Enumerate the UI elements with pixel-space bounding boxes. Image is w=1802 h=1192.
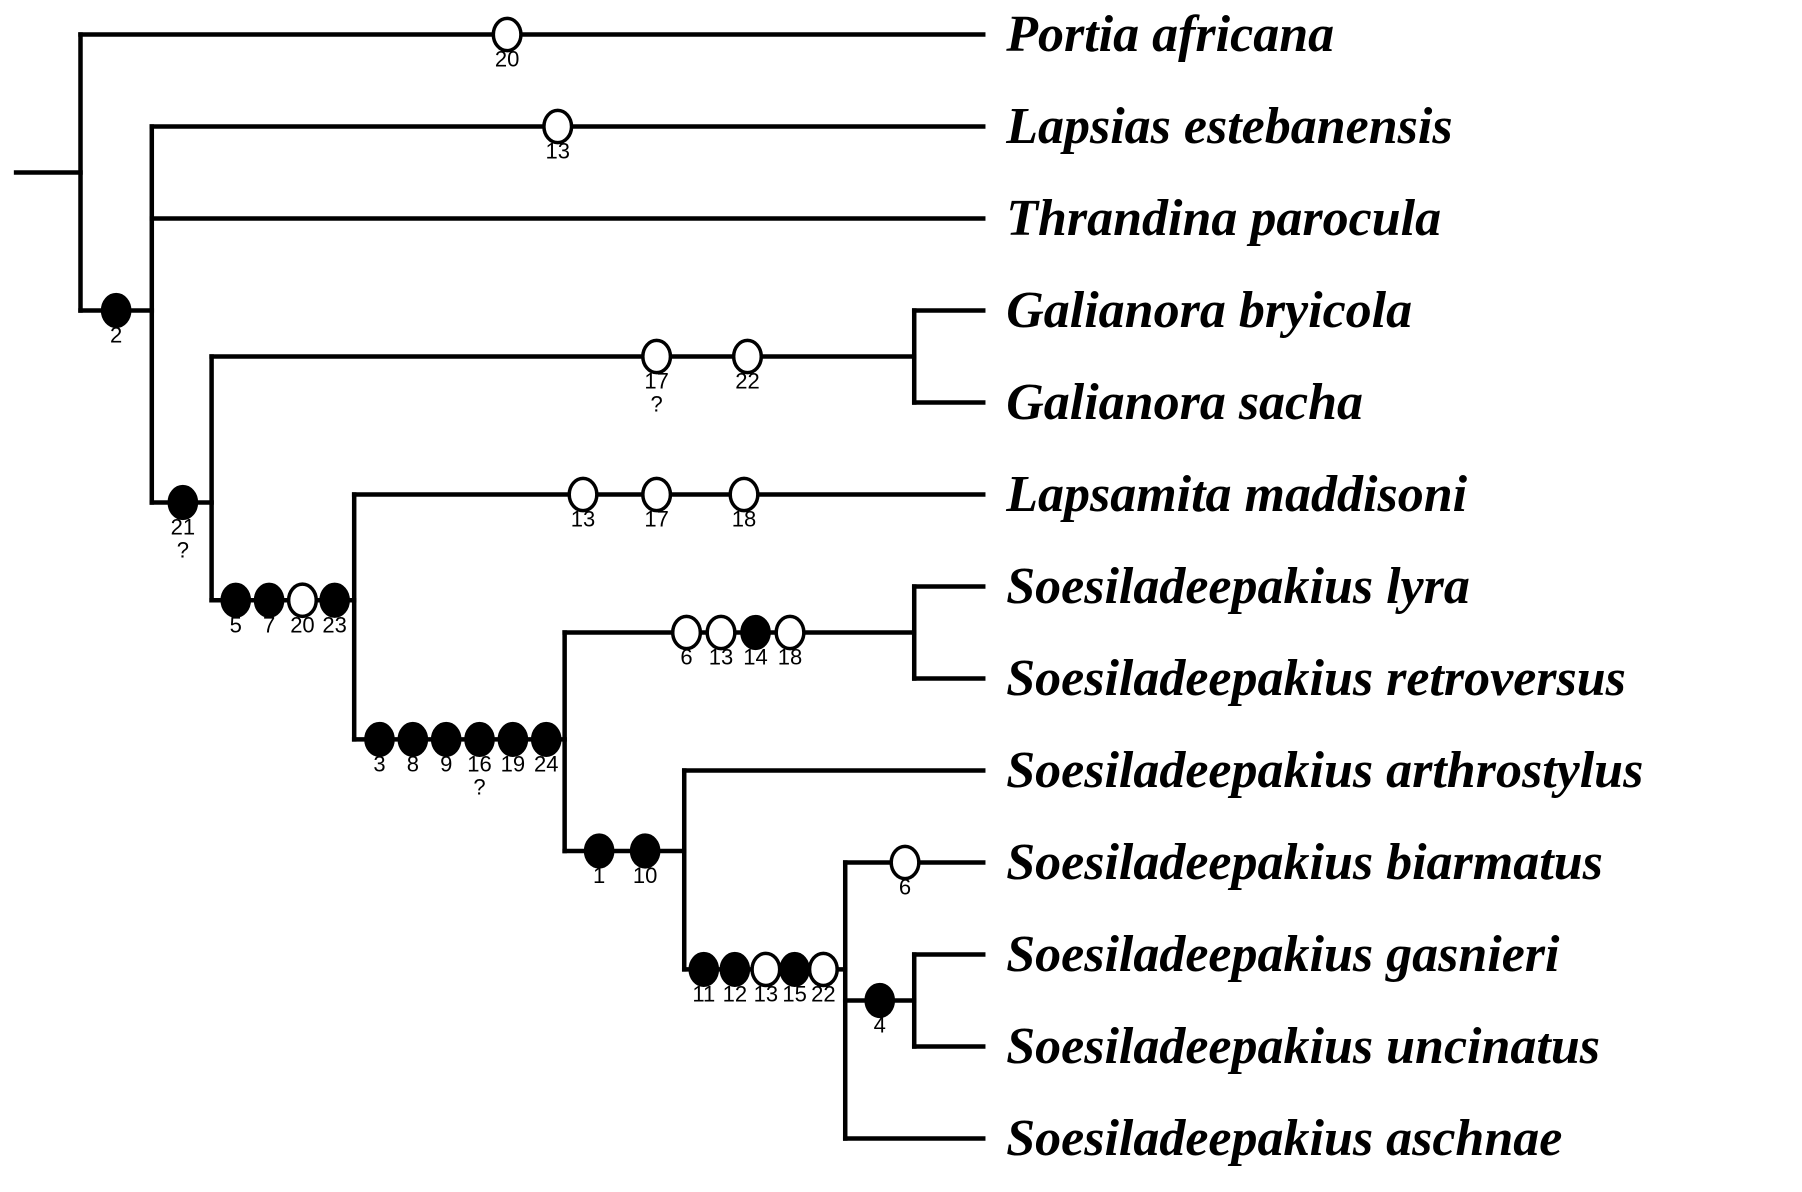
character-number-label: 6 (680, 645, 692, 670)
open-character-marker (567, 476, 599, 513)
uncertain-marker-label: ? (177, 538, 189, 563)
filled-character-marker (530, 721, 562, 758)
character-number-label: 1 (593, 863, 605, 888)
open-character-marker (491, 16, 523, 53)
character-number-label: 15 (782, 982, 806, 1007)
character-number-label: 4 (874, 1013, 886, 1038)
character-number-label: 18 (778, 645, 802, 670)
character-number-label: 8 (407, 752, 419, 777)
taxon-label-lapsamita-maddisoni: Lapsamita maddisoni (1005, 466, 1467, 523)
taxon-labels: Portia africana Lapsias estebanensis Thran… (1005, 6, 1643, 1167)
open-character-marker (889, 844, 921, 881)
taxon-label-lapsias-estebanensis: Lapsias estebanensis (1005, 98, 1452, 155)
character-number-label: 16 (467, 752, 491, 777)
character-number-label: 13 (754, 982, 778, 1007)
taxon-label-soesiladeepakius-retroversus: Soesiladeepakius retroversus (1006, 650, 1626, 707)
filled-character-marker (319, 582, 350, 618)
character-number-label: 3 (373, 752, 385, 777)
filled-character-marker (688, 951, 720, 988)
filled-character-marker (629, 833, 661, 869)
taxon-label-portia-africana: Portia africana (1005, 6, 1334, 63)
open-character-marker (728, 476, 760, 513)
filled-character-marker (397, 721, 429, 758)
uncertain-marker-label: ? (651, 392, 663, 417)
character-number-label: 12 (723, 982, 747, 1007)
uncertain-marker-label: ? (473, 775, 485, 800)
filled-character-marker (583, 833, 615, 869)
open-character-marker (731, 338, 764, 375)
character-number-label: 23 (322, 612, 346, 637)
character-number-label: 7 (263, 612, 275, 637)
open-character-marker (641, 338, 673, 375)
character-number-label: 20 (495, 47, 519, 72)
filled-character-marker (464, 721, 495, 758)
taxon-label-soesiladeepakius-gasnieri: Soesiladeepakius gasnieri (1006, 926, 1560, 983)
character-number-label: 9 (440, 752, 452, 777)
character-number-label: 6 (899, 875, 911, 900)
character-number-label: 21 (171, 515, 195, 540)
filled-character-marker (719, 951, 751, 988)
filled-character-marker (430, 721, 462, 758)
character-number-label: 5 (230, 612, 242, 637)
character-number-label: 14 (743, 645, 767, 670)
character-number-label: 20 (290, 612, 314, 637)
character-number-label: 18 (732, 507, 756, 532)
character-number-label: 19 (501, 752, 525, 777)
open-character-marker (542, 108, 574, 145)
character-number-label: 24 (534, 752, 558, 777)
filled-character-marker (100, 292, 132, 329)
open-character-marker (670, 614, 703, 651)
character-number-label: 22 (735, 369, 759, 394)
filled-character-marker (220, 582, 252, 618)
filled-character-marker (864, 982, 896, 1019)
taxon-label-soesiladeepakius-uncinatus: Soesiladeepakius uncinatus (1006, 1018, 1600, 1075)
open-character-marker (286, 582, 318, 619)
open-character-marker (705, 614, 737, 651)
taxon-label-soesiladeepakius-arthrostylus: Soesiladeepakius arthrostylus (1006, 742, 1643, 799)
taxon-label-galianora-bryicola: Galianora bryicola (1006, 282, 1412, 339)
character-number-label: 10 (633, 863, 657, 888)
character-number-label: 22 (811, 982, 835, 1007)
character-number-label: 17 (644, 507, 668, 532)
filled-character-marker (253, 582, 285, 618)
taxon-label-thrandina-parocula: Thrandina parocula (1006, 190, 1441, 247)
filled-character-marker (167, 484, 199, 521)
character-number-label: 17 (644, 369, 668, 394)
filled-character-marker (364, 721, 395, 758)
open-character-marker (807, 951, 839, 988)
character-number-label: 13 (709, 645, 733, 670)
character-number-label: 13 (571, 507, 595, 532)
taxon-label-soesiladeepakius-biarmatus: Soesiladeepakius biarmatus (1006, 834, 1603, 891)
open-character-marker (774, 614, 806, 651)
filled-character-marker (740, 614, 771, 651)
taxon-label-galianora-sacha: Galianora sacha (1006, 374, 1363, 431)
taxon-label-soesiladeepakius-lyra: Soesiladeepakius lyra (1006, 558, 1470, 615)
open-character-marker (641, 476, 673, 513)
character-number-label: 13 (545, 139, 569, 164)
taxon-label-soesiladeepakius-aschnae: Soesiladeepakius aschnae (1006, 1110, 1562, 1167)
character-number-label: 11 (692, 982, 715, 1007)
character-number-label: 2 (110, 323, 122, 348)
filled-character-marker (497, 721, 529, 758)
